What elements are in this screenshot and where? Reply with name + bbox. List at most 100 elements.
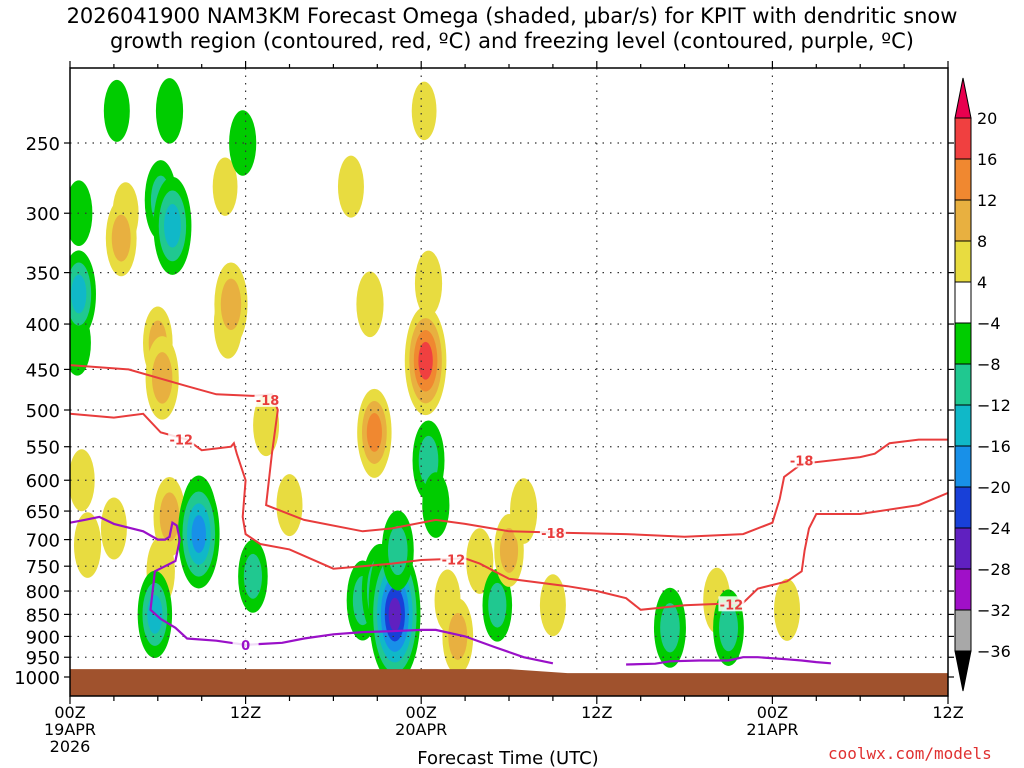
omega-cell [388, 597, 402, 632]
omega-cell [73, 512, 102, 578]
x-tick-label: 12Z [581, 703, 612, 722]
colorbar-top-arrow [954, 77, 972, 119]
colorbar-swatch [954, 404, 972, 447]
colorbar-swatch [954, 363, 972, 406]
omega-cell [164, 204, 181, 248]
omega-cell [466, 528, 494, 594]
surface-fill [70, 669, 948, 696]
freezing-level-line [70, 515, 554, 665]
y-tick-label: 750 [26, 557, 60, 578]
colorbar-label: 8 [977, 232, 987, 251]
omega-cell [488, 582, 507, 628]
credit-link[interactable]: coolwx.com/models [828, 744, 992, 763]
colorbar-swatch [954, 117, 972, 160]
omega-cell [660, 603, 680, 653]
omega-cell [337, 155, 364, 218]
y-tick-label: 400 [26, 315, 60, 336]
y-tick-label: 700 [26, 531, 60, 552]
x-tick-date-label: 21APR [746, 720, 798, 739]
omega-cell [356, 271, 384, 338]
omega-cell [70, 180, 93, 247]
colorbar-label: −20 [977, 478, 1011, 497]
omega-cell [151, 352, 173, 404]
colorbar: 20 16 12 8 4 −4 −8 −12 −16 −20 −24 −28 −32 −36 [954, 77, 1011, 692]
axes: 2503003504004505005506006507007508008509… [14, 61, 964, 756]
colorbar-label: −36 [977, 642, 1011, 661]
omega-cell [103, 79, 130, 142]
colorbar-label: −8 [977, 355, 1001, 374]
omega-cell [155, 78, 184, 144]
contour-label: -12 [720, 598, 744, 613]
x-tick-label: 12Z [932, 703, 963, 722]
omega-cell [100, 497, 127, 560]
omega-cell [71, 274, 87, 314]
colorbar-label: 4 [977, 273, 987, 292]
omega-cell [411, 81, 437, 141]
contour-label-bg [440, 551, 467, 567]
omega-cell [159, 492, 180, 542]
omega-cell [414, 250, 443, 317]
colorbar-swatch [954, 322, 972, 365]
omega-cell [220, 278, 242, 330]
colorbar-swatch [954, 281, 972, 324]
colorbar-bottom-arrow [954, 650, 972, 692]
colorbar-swatch [954, 527, 972, 570]
y-tick-label: 500 [26, 401, 60, 422]
contour-label: -18 [790, 454, 814, 469]
y-tick-label: 600 [26, 471, 60, 492]
colorbar-label: 16 [977, 150, 997, 169]
y-tick-label: 1000 [14, 668, 60, 689]
y-tick-label: 300 [26, 204, 60, 225]
contour-label-bg [718, 596, 745, 612]
contour-label: -18 [541, 527, 565, 542]
y-tick-label: 800 [26, 582, 60, 603]
contour-label-bg [788, 452, 815, 468]
omega-cell [418, 341, 433, 380]
colorbar-swatch [954, 240, 972, 283]
omega-shading [70, 78, 801, 684]
freezing-level-line [626, 656, 831, 666]
omega-cell [418, 435, 439, 486]
colorbar-label: −16 [977, 437, 1011, 456]
contour-label-bg [232, 636, 259, 652]
contour-label-bg [539, 524, 566, 540]
omega-cell [774, 578, 801, 641]
colorbar-swatch [954, 445, 972, 488]
x-tick-date-label: 19APR [44, 720, 96, 739]
x-tick-label: 00Z [54, 703, 85, 722]
colorbar-label: −32 [977, 601, 1011, 620]
chart-title: 2026041900 NAM3KM Forecast Omega (shaded… [0, 4, 1024, 54]
colorbar-swatch [954, 609, 972, 652]
omega-cell [366, 413, 382, 452]
omega-cell [510, 478, 538, 544]
omega-cell [70, 449, 95, 512]
y-tick-label: 550 [26, 438, 60, 459]
colorbar-swatch [954, 486, 972, 529]
omega-cell [448, 612, 468, 660]
contour-label: -12 [169, 434, 193, 449]
chart-title-line2: growth region (contoured, red, ºC) and f… [110, 29, 914, 53]
omega-cell [539, 574, 566, 637]
colorbar-label: −12 [977, 396, 1011, 415]
colorbar-label: −28 [977, 560, 1011, 579]
omega-cell [212, 157, 238, 216]
x-axis-label: Forecast Time (UTC) [417, 748, 598, 768]
contours: -18 -18 -18 -12 -12 -12 0 [70, 364, 948, 666]
surface-terrain [70, 669, 948, 696]
x-tick-label: 00Z [406, 703, 437, 722]
omega-cell [387, 525, 408, 576]
y-tick-label: 450 [26, 360, 60, 381]
omega-cell [276, 474, 303, 537]
colorbar-label: −4 [977, 314, 1001, 333]
colorbar-label: 20 [977, 109, 997, 128]
y-tick-label: 250 [26, 134, 60, 155]
x-tick-date-label: 20APR [395, 720, 447, 739]
colorbar-label: 12 [977, 191, 997, 210]
x-tick-label: 00Z [757, 703, 788, 722]
contour-label: -18 [256, 394, 280, 409]
contour-label-bg [254, 391, 281, 407]
y-tick-label: 350 [26, 264, 60, 285]
contour-label-bg [168, 431, 195, 447]
contour-label: 0 [241, 639, 250, 654]
